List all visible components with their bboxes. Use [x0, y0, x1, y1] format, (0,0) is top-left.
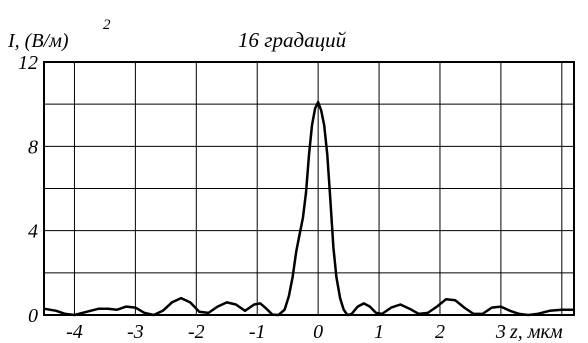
x-tick-label: 2: [435, 321, 445, 343]
y-axis-label-superscript: 2: [103, 17, 111, 33]
y-tick-label: 8: [28, 136, 38, 158]
y-tick-label: 4: [28, 221, 38, 243]
plot-frame: [43, 61, 575, 316]
x-tick-label: -3: [127, 321, 144, 343]
y-tick-label: 12: [18, 52, 38, 74]
x-tick-label: 1: [374, 321, 384, 343]
y-tick-label: 0: [28, 305, 38, 327]
x-tick-label: -2: [188, 321, 205, 343]
x-axis-label: z, мкм: [509, 321, 563, 343]
chart-title: 16 градаций: [238, 28, 347, 52]
y-axis-label-text: I, (В/м): [7, 30, 69, 52]
x-tick-label: 3: [495, 321, 506, 343]
y-axis-label: I, (В/м): [7, 30, 69, 52]
x-tick-label: 0: [313, 321, 323, 343]
x-tick-label: -4: [66, 321, 83, 343]
x-tick-label: -1: [249, 321, 266, 343]
grid: [44, 61, 574, 316]
series-line: [43, 100, 574, 317]
